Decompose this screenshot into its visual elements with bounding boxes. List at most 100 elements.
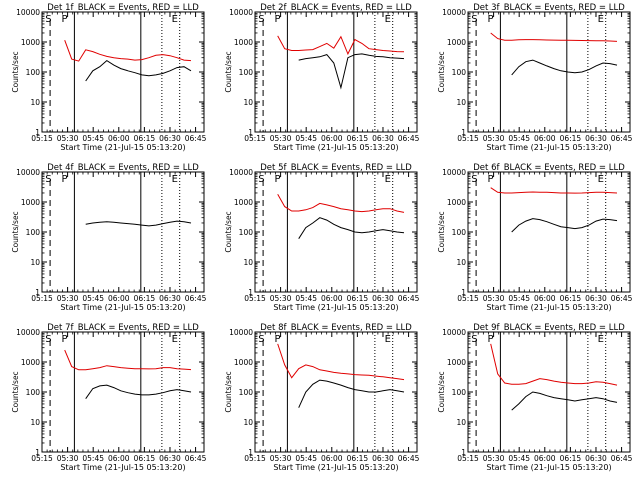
detector-panel: Det 7f_BLACK = Events, RED = LLD 1 10 100 10… — [11, 323, 207, 472]
y-tick-label: 10 — [30, 418, 40, 427]
panel-title: Det 5f_BLACK = Events, RED = LLD — [260, 163, 412, 173]
y-tick-label: 100 — [239, 228, 254, 237]
lld-series-line — [277, 343, 405, 381]
phase-marker: P — [487, 14, 493, 25]
x-tick-label: 06:00 — [534, 294, 556, 303]
y-tick-label: 10 — [30, 258, 40, 267]
detector-panel: Det 5f_BLACK = Events, RED = LLD 1 10 100 10… — [224, 163, 420, 312]
events-series-line — [511, 59, 618, 76]
y-tick-label: 1000 — [21, 38, 40, 47]
y-tick-label: 1000 — [21, 198, 40, 207]
y-axis-label: Counts/sec — [11, 51, 20, 92]
x-tick-label: 06:15 — [134, 454, 156, 463]
x-tick-label: 06:15 — [134, 294, 156, 303]
x-tick-label: 05:15 — [457, 134, 479, 143]
detector-panel: Det 6f_BLACK = Events, RED = LLD 1 10 100 10… — [437, 163, 633, 312]
y-axis-label: Counts/sec — [437, 371, 446, 412]
x-tick-label: 06:30 — [585, 454, 607, 463]
x-tick-label: 06:45 — [185, 294, 207, 303]
x-tick-label: 05:15 — [457, 454, 479, 463]
x-tick-label: 05:30 — [270, 294, 292, 303]
x-tick-label: 05:30 — [270, 134, 292, 143]
x-tick-label: 06:15 — [347, 134, 369, 143]
phase-marker: E — [385, 14, 391, 25]
panel-title: Det 1f_BLACK = Events, RED = LLD — [47, 3, 199, 13]
x-tick-label: 05:30 — [483, 454, 505, 463]
phase-marker: P — [61, 334, 67, 345]
lld-series-line — [64, 40, 192, 62]
events-series-line — [298, 217, 405, 239]
x-tick-label: 06:30 — [372, 454, 394, 463]
x-tick-label: 06:45 — [611, 454, 633, 463]
lld-series-line — [277, 194, 405, 213]
y-tick-label: 10000 — [229, 168, 253, 177]
x-axis-label: Start Time (21-Jul-15 05:13:20) — [60, 463, 185, 472]
x-tick-label: 05:30 — [57, 134, 79, 143]
y-axis-label: Counts/sec — [224, 211, 233, 252]
y-tick-label: 10 — [30, 98, 40, 107]
x-tick-label: 06:45 — [398, 294, 420, 303]
y-tick-label: 100 — [26, 388, 41, 397]
panel-title: Det 4f_BLACK = Events, RED = LLD — [47, 163, 199, 173]
y-tick-label: 10 — [243, 98, 253, 107]
x-tick-label: 06:00 — [534, 454, 556, 463]
detector-panel: Det 1f_BLACK = Events, RED = LLD 1 10 100 10… — [11, 3, 207, 152]
phase-marker: P — [487, 334, 493, 345]
x-tick-label: 05:45 — [82, 134, 104, 143]
x-tick-label: 05:45 — [82, 294, 104, 303]
y-tick-label: 1 — [35, 448, 40, 457]
y-tick-label: 10 — [243, 418, 253, 427]
x-tick-label: 05:45 — [295, 294, 317, 303]
x-axis-label: Start Time (21-Jul-15 05:13:20) — [273, 463, 398, 472]
x-tick-label: 05:45 — [82, 454, 104, 463]
phase-marker: E — [385, 334, 391, 345]
y-tick-label: 100 — [452, 68, 467, 77]
x-tick-label: 06:45 — [185, 134, 207, 143]
phase-marker: S — [258, 174, 264, 185]
y-tick-label: 10000 — [16, 168, 40, 177]
y-tick-label: 1000 — [447, 198, 466, 207]
phase-marker: E — [172, 174, 178, 185]
phase-marker: S — [258, 14, 264, 25]
y-tick-label: 100 — [452, 388, 467, 397]
events-series-line — [511, 218, 618, 233]
x-tick-label: 06:15 — [347, 294, 369, 303]
x-tick-label: 06:00 — [321, 454, 343, 463]
phase-marker: E — [598, 174, 604, 185]
panel-title: Det 8f_BLACK = Events, RED = LLD — [260, 323, 412, 333]
y-tick-label: 100 — [26, 228, 41, 237]
lld-series-line — [490, 187, 618, 194]
y-tick-label: 1 — [461, 128, 466, 137]
y-tick-label: 10000 — [16, 8, 40, 17]
x-tick-label: 06:15 — [560, 454, 582, 463]
x-tick-label: 05:45 — [508, 134, 530, 143]
x-tick-label: 06:00 — [108, 134, 130, 143]
x-tick-label: 05:45 — [508, 454, 530, 463]
x-axis-label: Start Time (21-Jul-15 05:13:20) — [273, 143, 398, 152]
phase-marker: E — [385, 174, 391, 185]
events-series-line — [85, 220, 192, 227]
y-tick-label: 100 — [239, 68, 254, 77]
x-axis-label: Start Time (21-Jul-15 05:13:20) — [486, 303, 611, 312]
lld-series-line — [490, 32, 618, 42]
x-tick-label: 05:15 — [244, 454, 266, 463]
phase-marker: S — [471, 174, 477, 185]
detector-panel: Det 8f_BLACK = Events, RED = LLD 1 10 100 10… — [224, 323, 420, 472]
phase-marker: P — [274, 14, 280, 25]
panel-title: Det 6f_BLACK = Events, RED = LLD — [473, 163, 625, 173]
y-tick-label: 100 — [452, 228, 467, 237]
detector-panel: Det 2f_BLACK = Events, RED = LLD 1 10 100 10… — [224, 3, 420, 152]
panel-title: Det 9f_BLACK = Events, RED = LLD — [473, 323, 625, 333]
y-tick-label: 100 — [26, 68, 41, 77]
y-tick-label: 1000 — [21, 358, 40, 367]
x-axis-label: Start Time (21-Jul-15 05:13:20) — [486, 143, 611, 152]
x-tick-label: 06:15 — [347, 454, 369, 463]
x-axis-label: Start Time (21-Jul-15 05:13:20) — [60, 143, 185, 152]
phase-marker: E — [598, 14, 604, 25]
y-axis-label: Counts/sec — [224, 371, 233, 412]
events-series-line — [85, 59, 192, 82]
x-tick-label: 05:15 — [457, 294, 479, 303]
y-tick-label: 1000 — [234, 358, 253, 367]
x-tick-label: 05:15 — [31, 134, 53, 143]
x-tick-label: 06:30 — [159, 454, 181, 463]
